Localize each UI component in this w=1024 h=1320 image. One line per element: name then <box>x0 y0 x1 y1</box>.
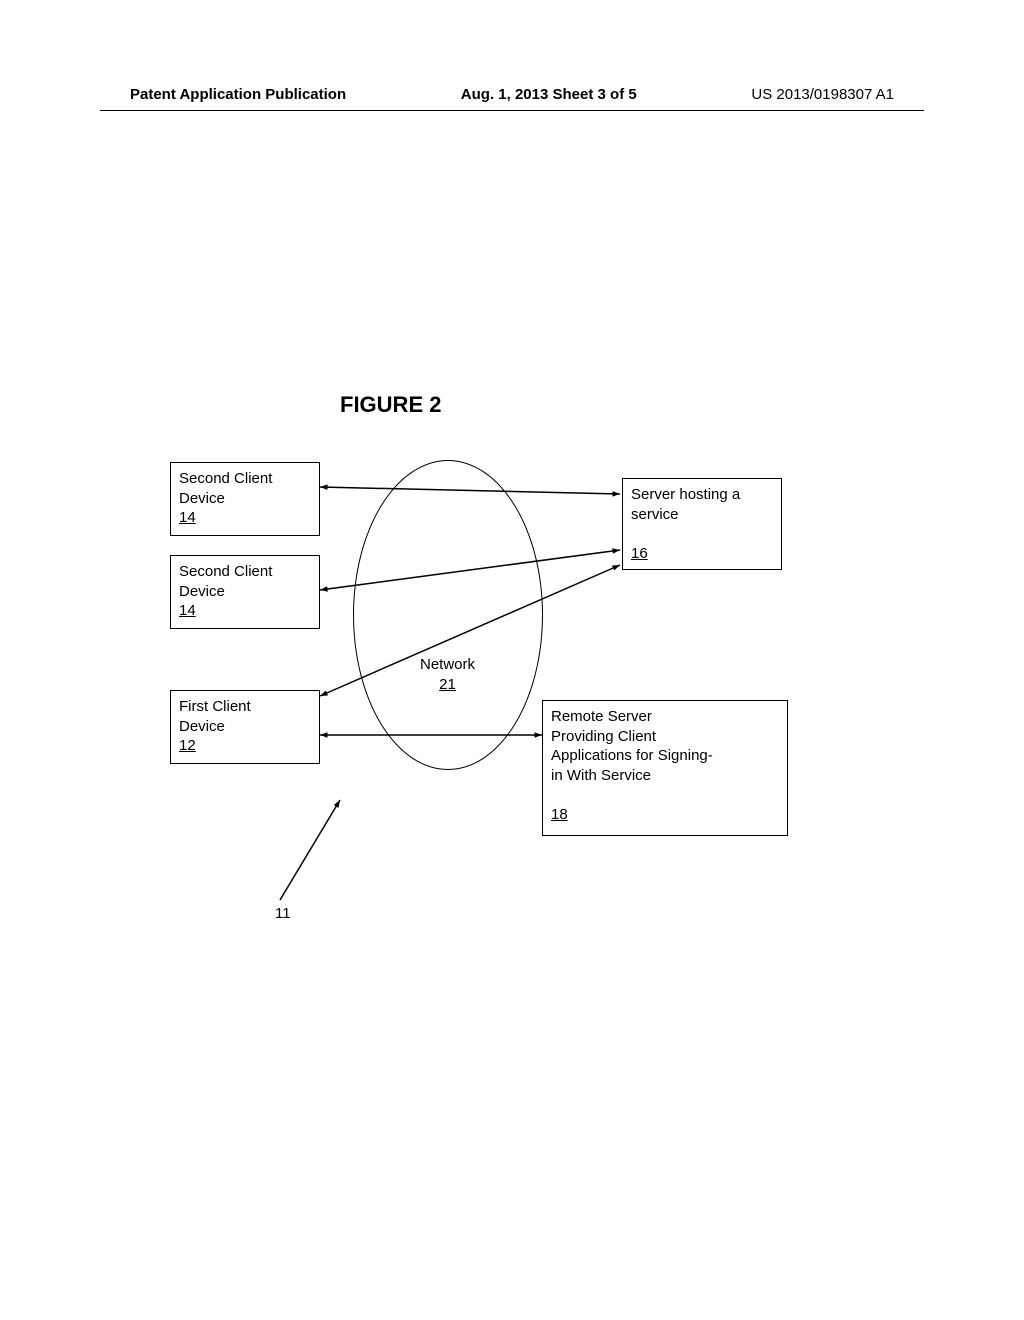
header-center: Aug. 1, 2013 Sheet 3 of 5 <box>461 86 637 103</box>
server-hosting-service-box: Server hosting a service 16 <box>622 478 782 570</box>
header-left: Patent Application Publication <box>130 86 346 103</box>
network-ellipse <box>353 460 543 770</box>
box-line: Server hosting a <box>631 486 740 503</box>
second-client-device-a-box: Second Client Device 14 <box>170 462 320 536</box>
second-client-device-b-box: Second Client Device 14 <box>170 555 320 629</box>
box-line: in With Service <box>551 767 651 784</box>
first-client-device-box: First Client Device 12 <box>170 690 320 764</box>
remote-server-box: Remote Server Providing Client Applicati… <box>542 700 788 836</box>
box-line: service <box>631 506 679 523</box>
figure-title: FIGURE 2 <box>340 392 441 418</box>
box-line: Providing Client <box>551 728 656 745</box>
box-line: First Client <box>179 698 251 715</box>
page-canvas: Patent Application Publication Aug. 1, 2… <box>0 0 1024 1320</box>
box-ref: 14 <box>179 602 196 619</box>
network-label: Network 21 <box>420 655 475 694</box>
box-ref: 18 <box>551 806 568 823</box>
box-line: Device <box>179 583 225 600</box>
network-label-text: Network <box>420 656 475 673</box>
box-line: Device <box>179 490 225 507</box>
box-ref: 16 <box>631 545 648 562</box>
box-line: Device <box>179 718 225 735</box>
header-right: US 2013/0198307 A1 <box>751 86 894 103</box>
box-line: Second Client <box>179 563 272 580</box>
network-ref: 21 <box>439 676 456 693</box>
box-line: Applications for Signing- <box>551 747 713 764</box>
box-ref: 12 <box>179 737 196 754</box>
header-rule <box>100 110 924 111</box>
box-ref: 14 <box>179 509 196 526</box>
box-line: Remote Server <box>551 708 652 725</box>
page-header: Patent Application Publication Aug. 1, 2… <box>0 86 1024 103</box>
box-line: Second Client <box>179 470 272 487</box>
system-ref-label: 11 <box>275 905 291 922</box>
